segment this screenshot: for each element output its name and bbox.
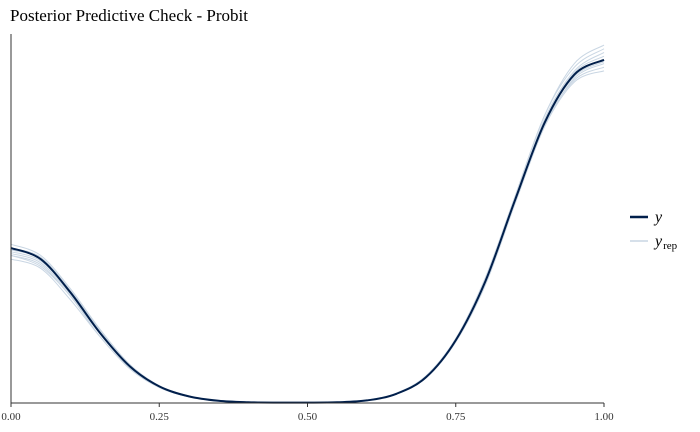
chart-title: Posterior Predictive Check - Probit	[10, 6, 248, 25]
y-line	[10, 58, 605, 404]
x-tick-label: 0.00	[1, 411, 21, 423]
yrep-line-3	[10, 52, 605, 404]
yrep-line-6	[10, 66, 605, 404]
x-tick-label: 0.25	[150, 411, 170, 423]
legend-y-label: y	[653, 209, 663, 226]
legend-yrep-label: yrep	[653, 233, 678, 252]
y-line-group	[10, 58, 605, 404]
legend: y yrep	[630, 209, 678, 252]
plot-area	[10, 44, 605, 404]
yrep-lines	[10, 44, 605, 404]
yrep-line-7	[10, 55, 605, 404]
yrep-line-2	[10, 48, 605, 404]
x-tick-label: 0.50	[298, 411, 318, 423]
yrep-line-5	[10, 44, 605, 404]
x-tick-label: 0.75	[446, 411, 466, 423]
yrep-line-4	[10, 70, 605, 404]
x-axis-ticks: 0.00 0.25 0.50 0.75 1.00	[1, 403, 614, 423]
x-tick-label: 1.00	[594, 411, 614, 423]
yrep-line-8	[10, 61, 605, 404]
yrep-line-1	[10, 63, 605, 404]
